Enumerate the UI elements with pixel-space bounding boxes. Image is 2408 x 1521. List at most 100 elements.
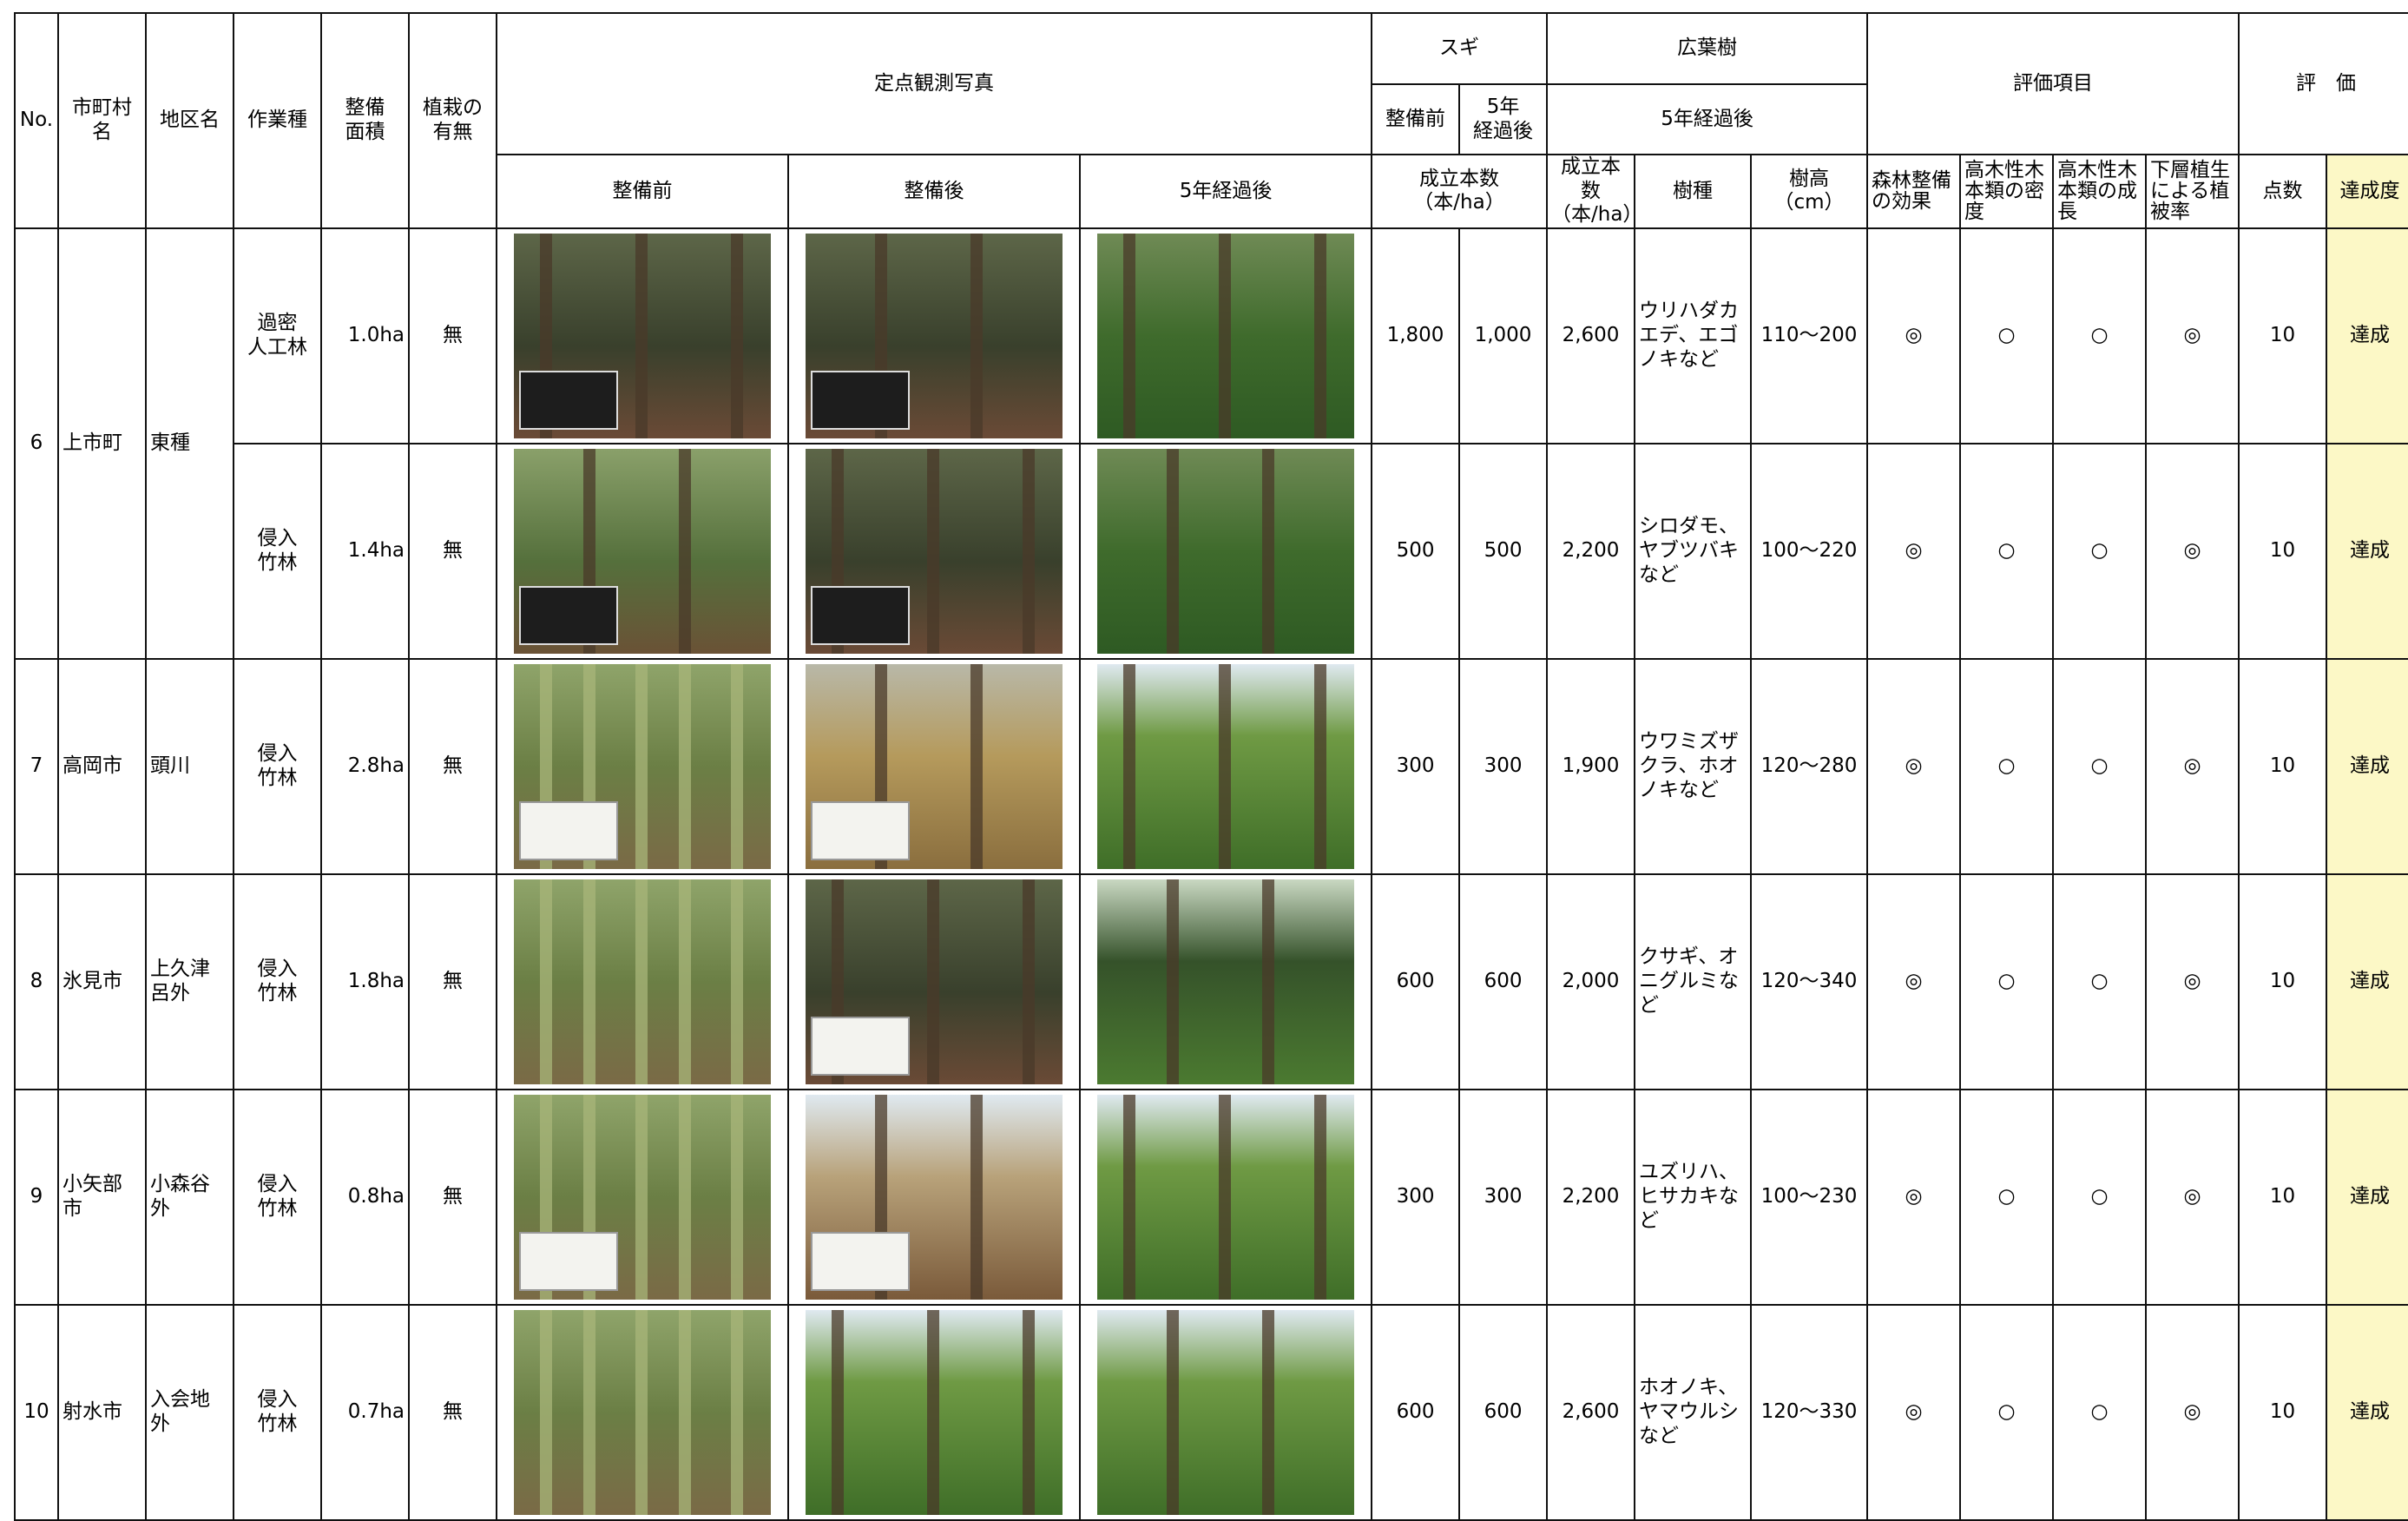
header-species: 樹種 bbox=[1634, 154, 1753, 229]
observation-photo bbox=[1097, 1309, 1354, 1515]
photo-cell bbox=[787, 657, 1081, 875]
observation-photo bbox=[1097, 879, 1354, 1084]
row-eval-forest-effect: ◎ bbox=[1866, 872, 1962, 1090]
row-district: 上久津 呂外 bbox=[145, 872, 234, 1090]
row-sugi-after5: 600 bbox=[1458, 1303, 1549, 1521]
signboard-image bbox=[811, 800, 910, 860]
row-height: 100～220 bbox=[1750, 442, 1869, 660]
row-eval-forest-effect: ◎ bbox=[1866, 657, 1962, 875]
photo-cell bbox=[496, 227, 789, 444]
row-achievement: 達成 bbox=[2326, 442, 2408, 660]
observation-photo bbox=[514, 879, 771, 1084]
header-eval-items: 評価項目 bbox=[1866, 12, 2240, 155]
photo-cell bbox=[496, 657, 789, 875]
photo-cell bbox=[787, 872, 1081, 1090]
table-row: 9 小矢部市 小森谷 外侵入 竹林 0.8ha 無 300 300 2,200 ユズリハ、ヒサカ… bbox=[14, 1088, 2408, 1306]
table-row: 8 氷見市 上久津 呂外 侵入 竹林 1.8ha 無 600 600 2,000 クサギ、オニグル… bbox=[14, 872, 2408, 1090]
row-sugi-before: 1,800 bbox=[1371, 227, 1461, 444]
row-planting: 無 bbox=[408, 442, 497, 660]
observation-photo bbox=[1097, 1094, 1354, 1300]
row-score: 10 bbox=[2238, 1088, 2328, 1306]
row-broad-density: 1,900 bbox=[1546, 657, 1636, 875]
row-height: 120～280 bbox=[1750, 657, 1869, 875]
row-eval-density: ○ bbox=[1959, 657, 2055, 875]
row-species: クサギ、オニグルミなど bbox=[1634, 872, 1753, 1090]
header-before: 整備前 bbox=[496, 154, 789, 229]
observation-photo bbox=[514, 1094, 771, 1300]
header-no: No. bbox=[14, 12, 59, 229]
header-evaluation: 評 価 bbox=[2238, 12, 2408, 155]
row-eval-coverage: ◎ bbox=[2145, 657, 2240, 875]
row-eval-forest-effect: ◎ bbox=[1866, 1303, 1962, 1521]
signboard-image bbox=[519, 1231, 618, 1291]
signboard-image bbox=[811, 585, 910, 645]
row-species: ウワミズザクラ、ホオノキなど bbox=[1634, 657, 1753, 875]
row-planting: 無 bbox=[408, 1088, 497, 1306]
row-area: 1.4ha bbox=[320, 442, 410, 660]
row-city: 高岡市 bbox=[57, 657, 147, 875]
row-district: 小森谷 外 bbox=[145, 1088, 234, 1306]
row-eval-forest-effect: ◎ bbox=[1866, 1088, 1962, 1306]
row-sugi-after5: 1,000 bbox=[1458, 227, 1549, 444]
photo-cell bbox=[496, 1088, 789, 1306]
row-work-type: 侵入 竹林 bbox=[233, 1303, 322, 1521]
row-sugi-before: 300 bbox=[1371, 1088, 1461, 1306]
observation-photo bbox=[514, 1309, 771, 1515]
row-district: 入会地 外 bbox=[145, 1303, 234, 1521]
row-achievement: 達成 bbox=[2326, 872, 2408, 1090]
row-eval-growth: ○ bbox=[2052, 1088, 2148, 1306]
signboard-image bbox=[519, 800, 618, 860]
row-no: 6 bbox=[14, 227, 59, 660]
row-eval-coverage: ◎ bbox=[2145, 1088, 2240, 1306]
header-sugi: スギ bbox=[1371, 12, 1549, 85]
photo-cell bbox=[787, 1303, 1081, 1521]
signboard-image bbox=[811, 370, 910, 430]
photo-cell bbox=[496, 442, 789, 660]
row-achievement: 達成 bbox=[2326, 657, 2408, 875]
row-score: 10 bbox=[2238, 227, 2328, 444]
row-planting: 無 bbox=[408, 872, 497, 1090]
photo-cell bbox=[1078, 872, 1373, 1090]
row-no: 7 bbox=[14, 657, 59, 875]
row-sugi-before: 300 bbox=[1371, 657, 1461, 875]
row-no: 9 bbox=[14, 1088, 59, 1306]
photo-cell bbox=[1078, 442, 1373, 660]
observation-photo bbox=[514, 233, 771, 438]
row-no: 8 bbox=[14, 872, 59, 1090]
signboard-image bbox=[811, 1016, 910, 1076]
row-planting: 無 bbox=[408, 657, 497, 875]
observation-photo bbox=[806, 879, 1063, 1084]
row-work-type: 侵入 竹林 bbox=[233, 442, 322, 660]
row-sugi-before: 500 bbox=[1371, 442, 1461, 660]
row-eval-coverage: ◎ bbox=[2145, 227, 2240, 444]
row-eval-forest-effect: ◎ bbox=[1866, 442, 1962, 660]
photo-cell bbox=[496, 1303, 789, 1521]
evaluation-table: No. 市町村名 地区名 作業種 整備 面積 植栽の 有無 定点観測写真 スギ … bbox=[14, 12, 2408, 1521]
row-planting: 無 bbox=[408, 227, 497, 444]
row-area: 1.0ha bbox=[320, 227, 410, 444]
observation-photo bbox=[1097, 233, 1354, 438]
header-planting: 植栽の 有無 bbox=[408, 12, 497, 229]
row-eval-density: ○ bbox=[1959, 227, 2055, 444]
row-broad-density: 2,600 bbox=[1546, 1303, 1636, 1521]
signboard-image bbox=[811, 1231, 910, 1291]
row-district: 頭川 bbox=[145, 657, 234, 875]
header-item-growth: 高木性木 本類の成 長 bbox=[2052, 154, 2148, 229]
row-no: 10 bbox=[14, 1303, 59, 1521]
header-sugi-after5: 5年 経過後 bbox=[1458, 83, 1549, 155]
observation-photo bbox=[1097, 448, 1354, 654]
observation-photo bbox=[806, 1094, 1063, 1300]
row-eval-forest-effect: ◎ bbox=[1866, 227, 1962, 444]
row-broad-density: 2,600 bbox=[1546, 227, 1636, 444]
row-sugi-after5: 500 bbox=[1458, 442, 1549, 660]
row-species: シロダモ、ヤブツバキなど bbox=[1634, 442, 1753, 660]
row-score: 10 bbox=[2238, 657, 2328, 875]
photo-cell bbox=[1078, 657, 1373, 875]
row-eval-growth: ○ bbox=[2052, 1303, 2148, 1521]
observation-photo bbox=[514, 663, 771, 869]
row-area: 0.7ha bbox=[320, 1303, 410, 1521]
header-work-type: 作業種 bbox=[233, 12, 322, 229]
row-city: 射水市 bbox=[57, 1303, 147, 1521]
row-work-type: 侵入 竹林 bbox=[233, 1088, 322, 1306]
observation-photo bbox=[806, 1309, 1063, 1515]
